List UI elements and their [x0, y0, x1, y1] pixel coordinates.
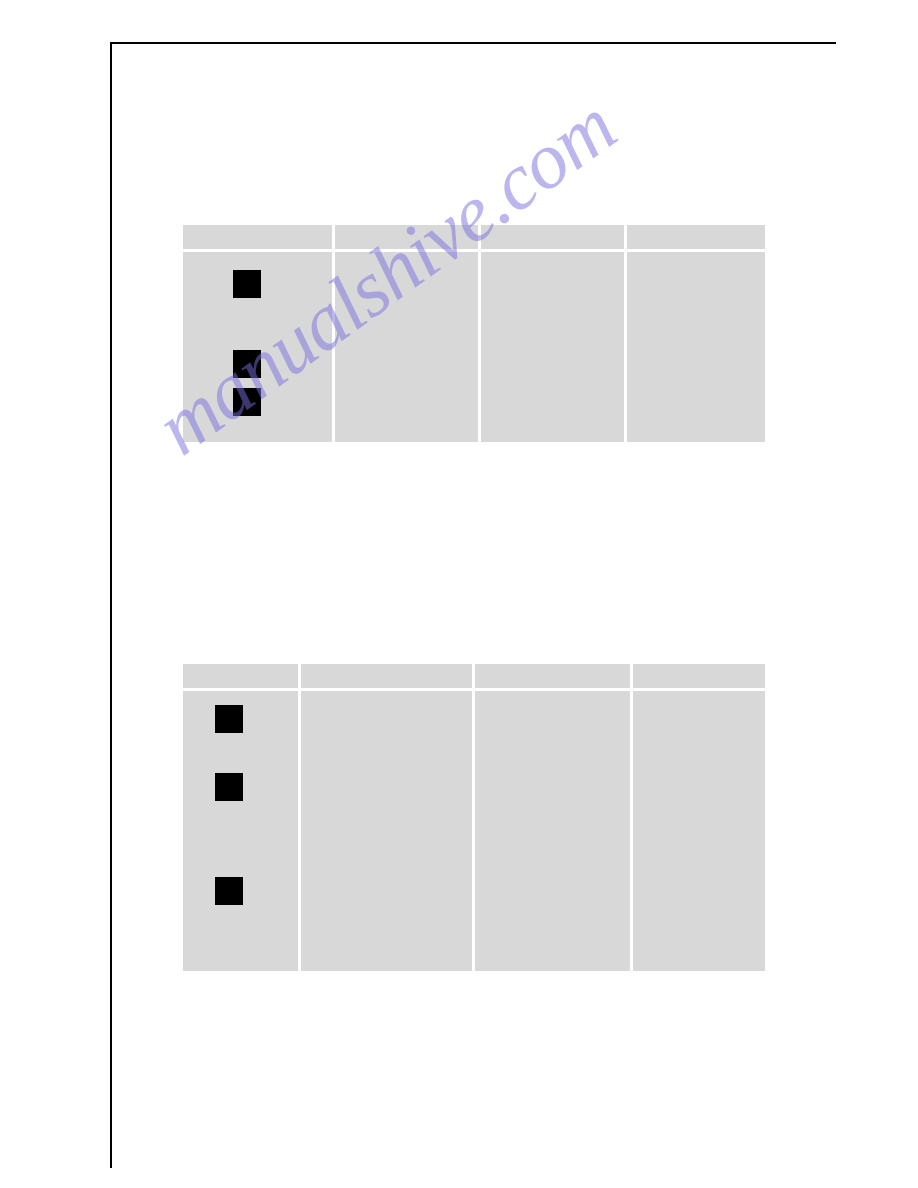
table-cell — [627, 252, 765, 442]
table-header-cell — [335, 225, 478, 249]
table-row — [183, 252, 765, 442]
table-cell — [481, 252, 624, 442]
table-cell — [335, 252, 478, 442]
table-header-cell — [475, 664, 630, 688]
bullet-icon — [233, 388, 261, 416]
table-cell — [183, 252, 332, 442]
table-header-cell — [633, 664, 765, 688]
table-row — [183, 664, 765, 688]
bullet-icon — [215, 705, 243, 733]
table-row — [183, 691, 765, 971]
bullet-icon — [215, 773, 243, 801]
bullet-icon — [233, 270, 261, 298]
table-row — [183, 225, 765, 249]
bullet-icon — [233, 350, 261, 378]
page-content — [112, 42, 836, 1168]
bullet-icon — [215, 877, 243, 905]
table-cell — [183, 691, 298, 971]
table-header-cell — [183, 664, 298, 688]
table-header-cell — [301, 664, 473, 688]
table-1 — [180, 222, 768, 445]
table-cell — [475, 691, 630, 971]
table-header-cell — [627, 225, 765, 249]
table-cell — [633, 691, 765, 971]
table-cell — [301, 691, 473, 971]
table-header-cell — [183, 225, 332, 249]
table-2 — [180, 661, 768, 974]
table-header-cell — [481, 225, 624, 249]
